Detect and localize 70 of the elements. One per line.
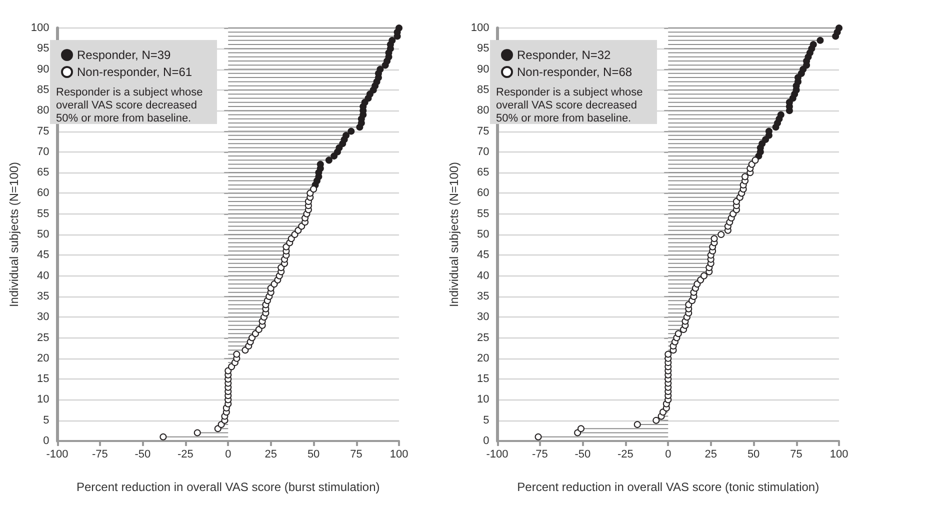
x-tick-label: 75 xyxy=(350,448,362,460)
y-tick-label: 60 xyxy=(477,187,490,200)
y-tick-label: 85 xyxy=(477,84,490,96)
x-tick-label: 50 xyxy=(747,448,760,460)
y-tick-label: 75 xyxy=(37,125,50,138)
x-tick-label: -50 xyxy=(134,448,151,460)
y-tick-label: 25 xyxy=(37,332,50,344)
y-axis-title: Individual subjects (N=100) xyxy=(7,162,21,308)
y-tick-label: 45 xyxy=(477,249,490,262)
y-tick-label: 40 xyxy=(477,270,490,282)
y-tick-label: 20 xyxy=(477,352,490,364)
x-tick-label: 100 xyxy=(830,448,848,460)
y-tick-label: 15 xyxy=(477,373,490,386)
x-tick-label: 25 xyxy=(264,448,277,460)
y-tick-label: 65 xyxy=(37,166,50,179)
y-tick-label: 80 xyxy=(37,104,50,117)
x-tick-label: -75 xyxy=(532,448,548,460)
legend-label: Non-responder, N=68 xyxy=(517,65,632,79)
y-tick-label: 55 xyxy=(477,208,490,220)
x-tick-label: 75 xyxy=(790,448,802,460)
x-tick-label: -25 xyxy=(177,448,194,460)
y-tick-label: 100 xyxy=(30,22,50,34)
annotation: Responder is a subject whose overall VAS score decreased 50% or more from baseline. xyxy=(56,86,206,124)
y-tick-label: 35 xyxy=(477,290,490,302)
x-tick-label: 0 xyxy=(665,448,672,460)
x-axis-title: Percent reduction in overall VAS score (tonic stimulation) xyxy=(517,480,820,494)
y-tick-label: 25 xyxy=(477,332,490,344)
y-tick-label: 5 xyxy=(43,414,50,426)
y-tick-label: 10 xyxy=(37,394,50,406)
y-tick-label: 45 xyxy=(37,249,50,262)
y-tick-label: 50 xyxy=(37,228,50,240)
y-tick-label: 0 xyxy=(43,435,50,447)
annotation: Responder is a subject whose overall VAS score decreased 50% or more from baseline. xyxy=(496,86,646,124)
y-tick-label: 95 xyxy=(477,42,490,55)
y-tick-label: 85 xyxy=(37,84,50,96)
y-tick-label: 0 xyxy=(483,435,490,447)
y-tick-label: 15 xyxy=(37,373,50,386)
x-tick-label: -25 xyxy=(617,448,634,460)
legend-label: Responder, N=32 xyxy=(517,48,612,62)
x-tick-label: -100 xyxy=(46,448,68,460)
y-tick-label: 100 xyxy=(470,22,490,34)
y-tick-label: 60 xyxy=(37,187,50,200)
y-tick-label: 90 xyxy=(477,63,490,76)
x-tick-label: 25 xyxy=(704,448,717,460)
x-tick-label: 0 xyxy=(225,448,232,460)
legend-label: Non-responder, N=61 xyxy=(77,65,192,79)
y-tick-label: 95 xyxy=(37,42,50,55)
y-tick-label: 30 xyxy=(37,311,50,324)
x-axis-title: Percent reduction in overall VAS score (burst stimulation) xyxy=(76,480,380,494)
y-tick-label: 75 xyxy=(477,125,490,138)
y-axis-title: Individual subjects (N=100) xyxy=(447,162,461,308)
y-tick-label: 35 xyxy=(37,290,50,302)
legend-label: Responder, N=39 xyxy=(77,48,172,62)
y-tick-label: 10 xyxy=(477,394,490,406)
y-tick-label: 70 xyxy=(477,146,490,158)
y-tick-label: 65 xyxy=(477,166,490,179)
y-tick-label: 40 xyxy=(37,270,50,282)
x-tick-label: -100 xyxy=(486,448,508,460)
x-tick-label: 50 xyxy=(307,448,320,460)
y-tick-label: 80 xyxy=(477,104,490,117)
y-tick-label: 5 xyxy=(483,414,490,426)
x-tick-label: -75 xyxy=(92,448,108,460)
y-tick-label: 55 xyxy=(37,208,50,220)
y-tick-label: 70 xyxy=(37,146,50,158)
x-tick-label: 100 xyxy=(390,448,408,460)
y-tick-label: 30 xyxy=(477,311,490,324)
y-tick-label: 90 xyxy=(37,63,50,76)
y-tick-label: 50 xyxy=(477,228,490,240)
x-tick-label: -50 xyxy=(574,448,591,460)
y-tick-label: 20 xyxy=(37,352,50,364)
